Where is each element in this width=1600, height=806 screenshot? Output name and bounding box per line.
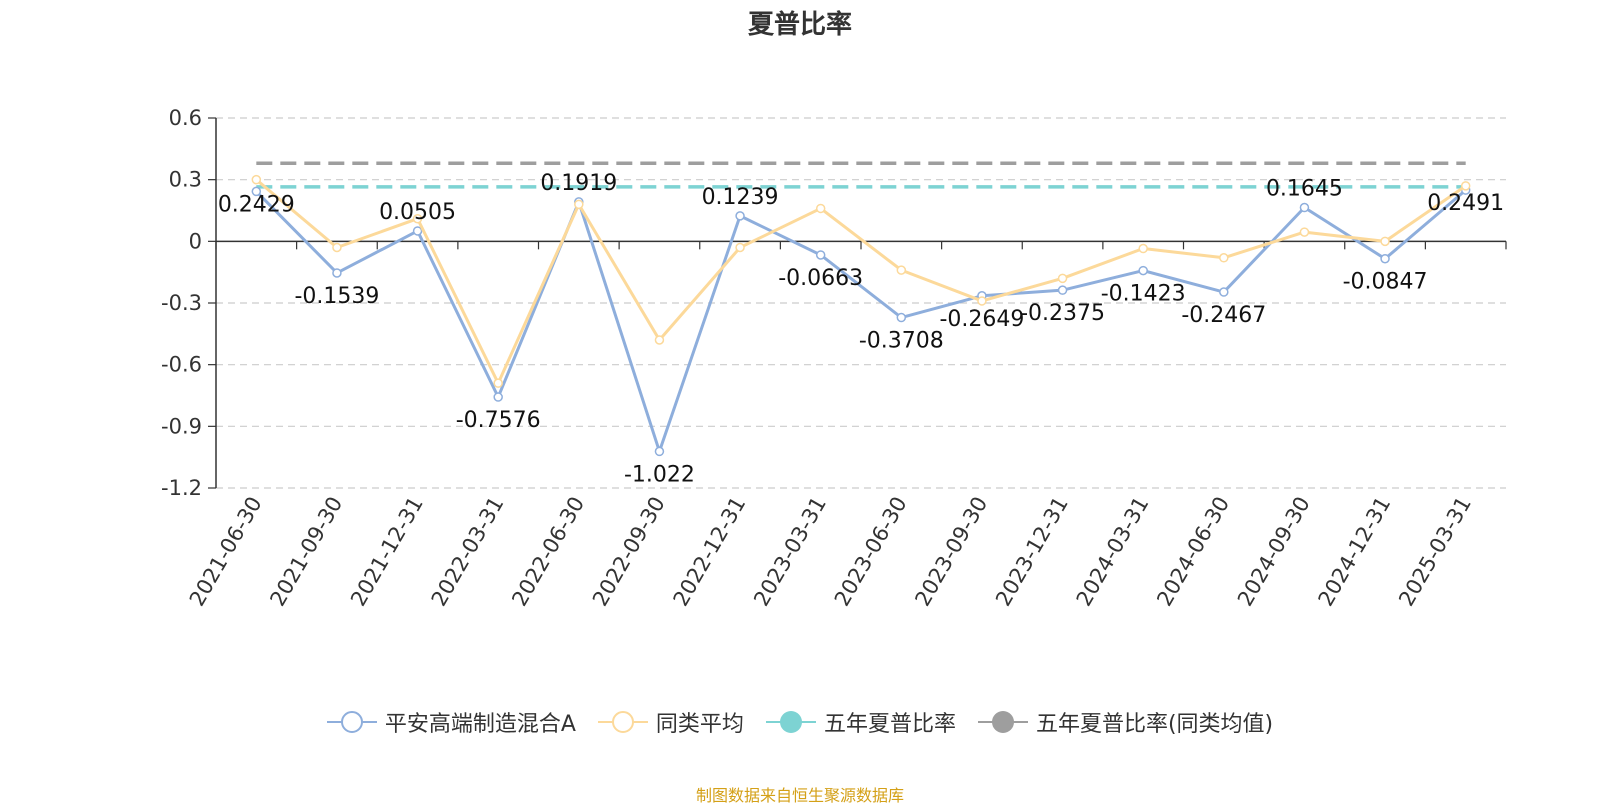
peer-series-point (1299, 227, 1310, 237)
x-tick-label: 2022-09-30 (588, 493, 670, 611)
peer-series-point (332, 242, 342, 253)
peer-series-point (493, 378, 503, 388)
legend-item-five-year-peer[interactable]: 五年夏普比率(同类均值) (977, 706, 1274, 738)
data-label: -0.3708 (859, 329, 944, 354)
peer-series-line (255, 178, 1467, 385)
legend-five-year-dot-icon (765, 711, 816, 733)
peer-series-point (815, 203, 826, 214)
legend-label-five-year: 五年夏普比率 (823, 712, 956, 737)
x-tick-label: 2023-06-30 (830, 493, 912, 611)
fund-series-point (815, 250, 826, 260)
fund-series-point (654, 446, 665, 457)
peer-series-point (1380, 236, 1390, 247)
peer-series-point (1057, 273, 1068, 284)
y-tick-label: -0.9 (161, 414, 202, 438)
data-label: 0.1239 (702, 185, 779, 210)
y-tick-label: 0.3 (169, 168, 202, 192)
x-tick-label: 2021-12-31 (346, 493, 428, 611)
fund-series-point (896, 312, 907, 323)
y-tick-label: 0 (189, 229, 202, 253)
data-label: 0.0505 (379, 200, 456, 225)
source-note: 制图数据来自恒生聚源数据库 (695, 786, 904, 805)
peer-series-point (654, 335, 665, 345)
legend-five-year-peer-dot-icon (977, 711, 1028, 733)
fund-series-point (735, 211, 745, 221)
chart-title: 夏普比率 (747, 10, 852, 40)
y-tick-label: 0.6 (169, 106, 202, 130)
fund-series-point (493, 392, 503, 402)
x-tick-label: 2022-06-30 (507, 493, 589, 611)
legend-peer-line-circle-icon (597, 711, 648, 733)
y-tick-label: -0.3 (161, 291, 202, 315)
fund-series-point (1138, 265, 1148, 276)
data-label: -0.2375 (1020, 301, 1105, 326)
data-label: 0.2429 (218, 192, 295, 217)
peer-series-point (1219, 253, 1229, 263)
x-tick-label: 2023-12-31 (991, 493, 1073, 611)
data-label: -0.1539 (294, 284, 379, 309)
x-tick-label: 2021-06-30 (185, 493, 267, 611)
fund-series-point (1057, 285, 1068, 295)
data-label: 0.2491 (1427, 191, 1504, 216)
legend-item-peer[interactable]: 同类平均 (597, 706, 744, 738)
legend-label-peer: 同类平均 (655, 712, 744, 737)
x-tick-label: 2023-09-30 (910, 493, 992, 611)
fund-series-point (1380, 253, 1390, 264)
data-label: -0.0847 (1343, 270, 1428, 295)
legend-label-five-year-peer: 五年夏普比率(同类均值) (1035, 712, 1274, 737)
x-tick-label: 2024-12-31 (1314, 493, 1396, 611)
data-label: -0.2649 (939, 307, 1024, 332)
x-tick-label: 2024-09-30 (1233, 493, 1315, 611)
legend-item-fund[interactable]: 平安高端制造混合A (326, 706, 576, 738)
legend-item-five-year[interactable]: 五年夏普比率 (765, 706, 956, 738)
data-label: -1.022 (624, 462, 695, 487)
fund-series-point (1299, 202, 1310, 213)
data-label: -0.7576 (456, 408, 541, 433)
data-label: -0.2467 (1181, 303, 1266, 328)
peer-series-point (574, 199, 584, 210)
x-tick-label: 2022-12-31 (669, 493, 751, 611)
data-label: 0.1919 (540, 171, 617, 196)
peer-series-point (735, 242, 745, 253)
chart-plot: 0.6 0.3 0 -0.3 -0.6 -0.9 -1.22021-06-302021-09… (161, 106, 1507, 611)
legend-fund-line-circle-icon (326, 711, 377, 733)
fund-series-point (412, 226, 423, 236)
data-label: -0.0663 (778, 266, 863, 291)
legend-label-fund: 平安高端制造混合A (384, 712, 576, 737)
y-tick-label: -0.6 (161, 353, 202, 377)
fund-series-point (251, 186, 262, 197)
peer-series-point (1460, 181, 1471, 191)
data-label: 0.1645 (1266, 177, 1343, 202)
data-label: -0.1423 (1101, 282, 1186, 307)
fund-series-point (1219, 287, 1229, 297)
peer-series-point (977, 296, 987, 306)
legend: 平安高端制造混合A 同类平均 五年夏普比率 五年夏普比率(同类均值) (0, 706, 1600, 738)
fund-series-point (332, 268, 342, 278)
x-tick-label: 2021-09-30 (265, 493, 347, 611)
x-tick-label: 2024-06-30 (1152, 493, 1234, 611)
fund-series-line (255, 188, 1467, 453)
peer-series-point (1138, 243, 1148, 254)
x-tick-label: 2022-03-31 (427, 493, 509, 611)
x-tick-label: 2025-03-31 (1394, 493, 1476, 611)
peer-series-point (412, 213, 423, 224)
peer-series-point (251, 174, 262, 185)
x-tick-label: 2024-03-31 (1072, 493, 1154, 611)
y-tick-label: -1.2 (161, 476, 202, 500)
peer-series-point (896, 265, 907, 275)
x-tick-label: 2023-03-31 (749, 493, 831, 611)
